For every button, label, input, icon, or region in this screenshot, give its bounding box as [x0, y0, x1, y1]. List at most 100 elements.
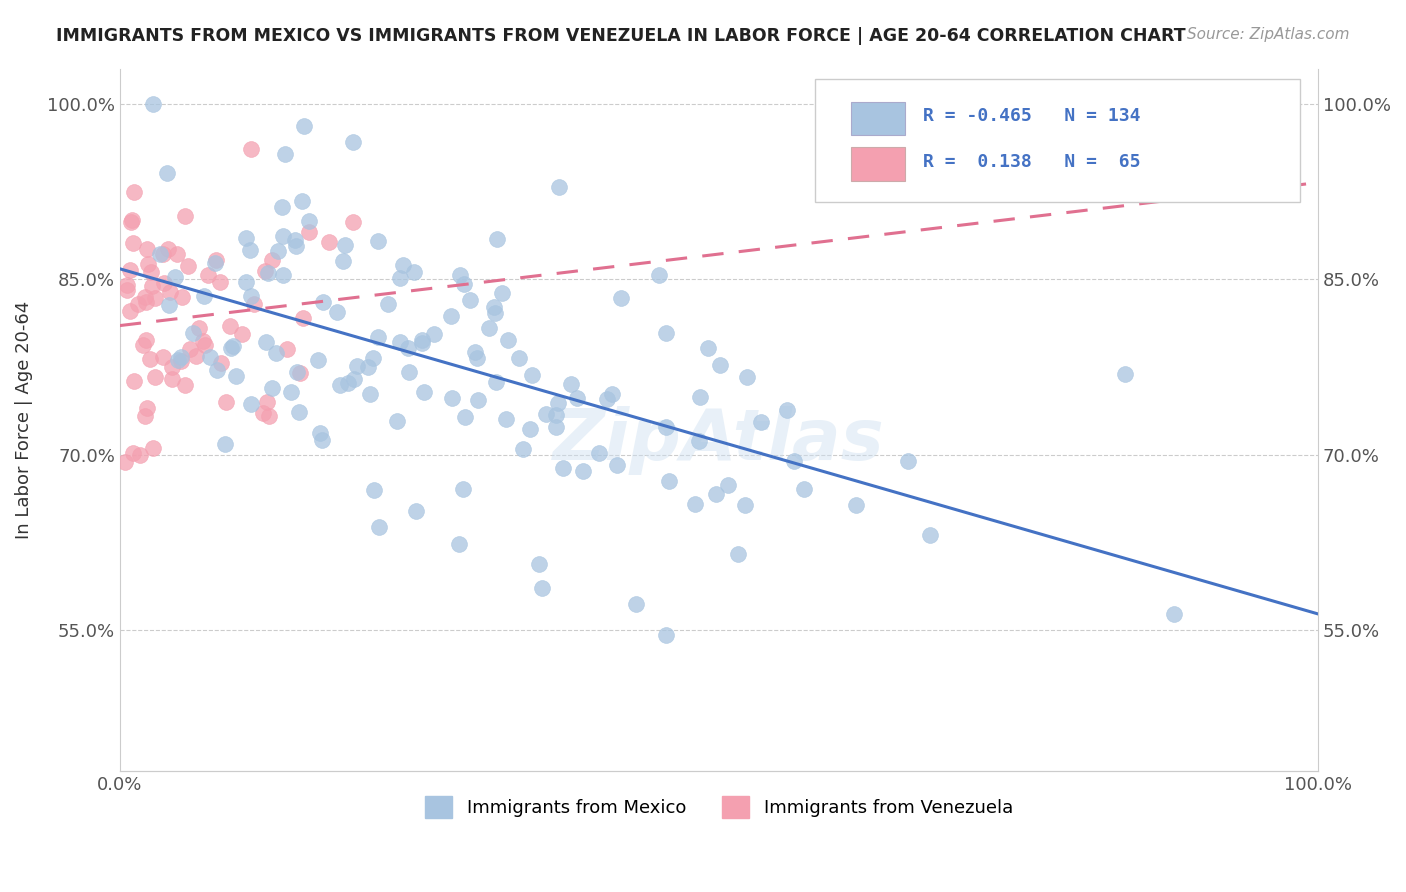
- Text: R = -0.465   N = 134: R = -0.465 N = 134: [922, 107, 1140, 125]
- Legend: Immigrants from Mexico, Immigrants from Venezuela: Immigrants from Mexico, Immigrants from …: [418, 789, 1021, 825]
- Point: [242, 297, 264, 311]
- FancyBboxPatch shape: [815, 79, 1301, 202]
- Point: [173, 378, 195, 392]
- Point: [346, 359, 368, 373]
- Point: [252, 406, 274, 420]
- Point: [467, 393, 489, 408]
- Point: [735, 370, 758, 384]
- Point: [205, 253, 228, 268]
- Point: [359, 387, 381, 401]
- Point: [495, 412, 517, 426]
- Point: [271, 229, 294, 244]
- Point: [173, 209, 195, 223]
- Text: IMMIGRANTS FROM MEXICO VS IMMIGRANTS FROM VENEZUELA IN LABOR FORCE | AGE 20-64 C: IMMIGRANTS FROM MEXICO VS IMMIGRANTS FRO…: [56, 27, 1185, 45]
- Point: [115, 277, 138, 292]
- Point: [544, 409, 567, 423]
- Point: [253, 263, 276, 277]
- Point: [342, 135, 364, 149]
- Point: [124, 185, 146, 199]
- Point: [298, 214, 321, 228]
- Point: [606, 458, 628, 473]
- Point: [329, 378, 352, 392]
- Point: [478, 321, 501, 335]
- Point: [411, 336, 433, 351]
- Point: [544, 420, 567, 434]
- Point: [298, 225, 321, 239]
- Point: [160, 359, 183, 374]
- Point: [193, 289, 215, 303]
- Point: [239, 142, 262, 156]
- Point: [588, 445, 610, 459]
- Point: [157, 298, 180, 312]
- Point: [363, 483, 385, 497]
- Point: [484, 300, 506, 314]
- Point: [309, 426, 332, 441]
- Point: [571, 464, 593, 478]
- Point: [240, 397, 263, 411]
- Point: [142, 96, 165, 111]
- Point: [491, 286, 513, 301]
- Point: [648, 268, 671, 282]
- Point: [138, 257, 160, 271]
- Point: [343, 372, 366, 386]
- Point: [120, 262, 142, 277]
- Point: [396, 342, 419, 356]
- Point: [464, 344, 486, 359]
- Point: [485, 376, 508, 390]
- Point: [222, 339, 245, 353]
- Point: [163, 270, 186, 285]
- Point: [122, 236, 145, 251]
- Point: [405, 504, 427, 518]
- Point: [264, 346, 287, 360]
- Point: [132, 338, 155, 352]
- Point: [530, 581, 553, 595]
- Point: [204, 256, 226, 270]
- Point: [198, 350, 221, 364]
- Point: [215, 395, 238, 409]
- Point: [143, 370, 166, 384]
- Point: [548, 180, 571, 194]
- Point: [191, 334, 214, 348]
- Point: [284, 233, 307, 247]
- Point: [311, 434, 333, 448]
- Point: [335, 238, 357, 252]
- Point: [389, 335, 412, 350]
- Point: [170, 350, 193, 364]
- Point: [749, 415, 772, 429]
- Point: [141, 265, 163, 279]
- Point: [367, 330, 389, 344]
- Point: [273, 147, 295, 161]
- Point: [793, 482, 815, 496]
- Point: [534, 407, 557, 421]
- Point: [519, 422, 541, 436]
- Point: [782, 454, 804, 468]
- Point: [486, 232, 509, 246]
- Point: [152, 247, 174, 261]
- Point: [655, 326, 678, 341]
- Point: [153, 277, 176, 291]
- Point: [845, 498, 868, 512]
- Point: [122, 445, 145, 459]
- Point: [114, 455, 136, 469]
- Point: [172, 290, 194, 304]
- Point: [135, 295, 157, 310]
- Point: [141, 279, 163, 293]
- Point: [688, 434, 710, 449]
- Point: [285, 239, 308, 253]
- Point: [166, 246, 188, 260]
- Point: [897, 454, 920, 468]
- Point: [689, 390, 711, 404]
- Point: [447, 536, 470, 550]
- Point: [276, 342, 298, 356]
- Y-axis label: In Labor Force | Age 20-64: In Labor Force | Age 20-64: [15, 301, 32, 539]
- Point: [527, 558, 550, 572]
- Point: [332, 253, 354, 268]
- Point: [454, 410, 477, 425]
- Point: [336, 376, 359, 390]
- Point: [205, 362, 228, 376]
- Point: [512, 442, 534, 457]
- Text: R =  0.138   N =  65: R = 0.138 N = 65: [922, 153, 1140, 171]
- Point: [136, 401, 159, 415]
- Point: [1163, 607, 1185, 621]
- Point: [496, 334, 519, 348]
